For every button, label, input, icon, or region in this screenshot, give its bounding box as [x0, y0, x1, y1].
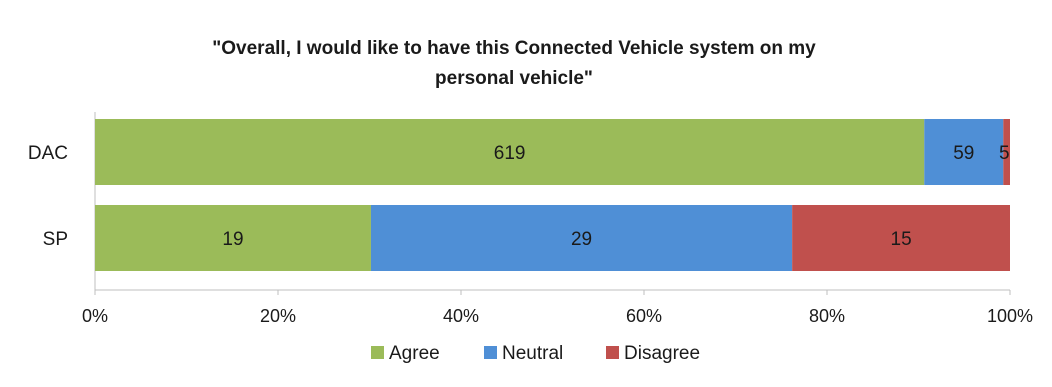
data-label: 5: [999, 143, 1010, 164]
bar-segment: [1003, 119, 1010, 185]
legend-label: Agree: [389, 343, 440, 364]
chart-title-line: "Overall, I would like to have this Conn…: [212, 38, 816, 59]
legend-label: Disagree: [624, 343, 700, 364]
legend-swatch: [484, 346, 497, 359]
legend-swatch: [606, 346, 619, 359]
data-label: 19: [222, 229, 243, 250]
data-label: 619: [494, 143, 526, 164]
data-label: 29: [571, 229, 592, 250]
chart-title-line: personal vehicle": [435, 68, 593, 89]
x-tick-label: 0%: [82, 306, 108, 326]
axes: 0% 20% 40% 60% 80% 100% DAC SP: [28, 112, 1033, 326]
bar-segment: [95, 119, 925, 185]
bar-segment: [95, 205, 371, 271]
x-tick-label: 80%: [809, 306, 845, 326]
x-tick-label: 40%: [443, 306, 479, 326]
legend: Agree Neutral Disagree: [371, 343, 700, 364]
chart-title: "Overall, I would like to have this Conn…: [212, 38, 816, 89]
bars: [95, 119, 1010, 271]
x-tick-label: 60%: [626, 306, 662, 326]
category-label: DAC: [28, 143, 68, 164]
legend-swatch: [371, 346, 384, 359]
x-tick-label: 100%: [987, 306, 1033, 326]
x-tick-label: 20%: [260, 306, 296, 326]
data-label: 15: [891, 229, 912, 250]
data-label: 59: [953, 143, 974, 164]
bar-segment: [792, 205, 1010, 271]
data-labels: 619 59 5 19 29 15: [222, 143, 1009, 250]
bar-segment: [924, 119, 1004, 185]
bar-segment: [370, 205, 793, 271]
legend-label: Neutral: [502, 343, 563, 364]
category-label: SP: [43, 229, 68, 250]
